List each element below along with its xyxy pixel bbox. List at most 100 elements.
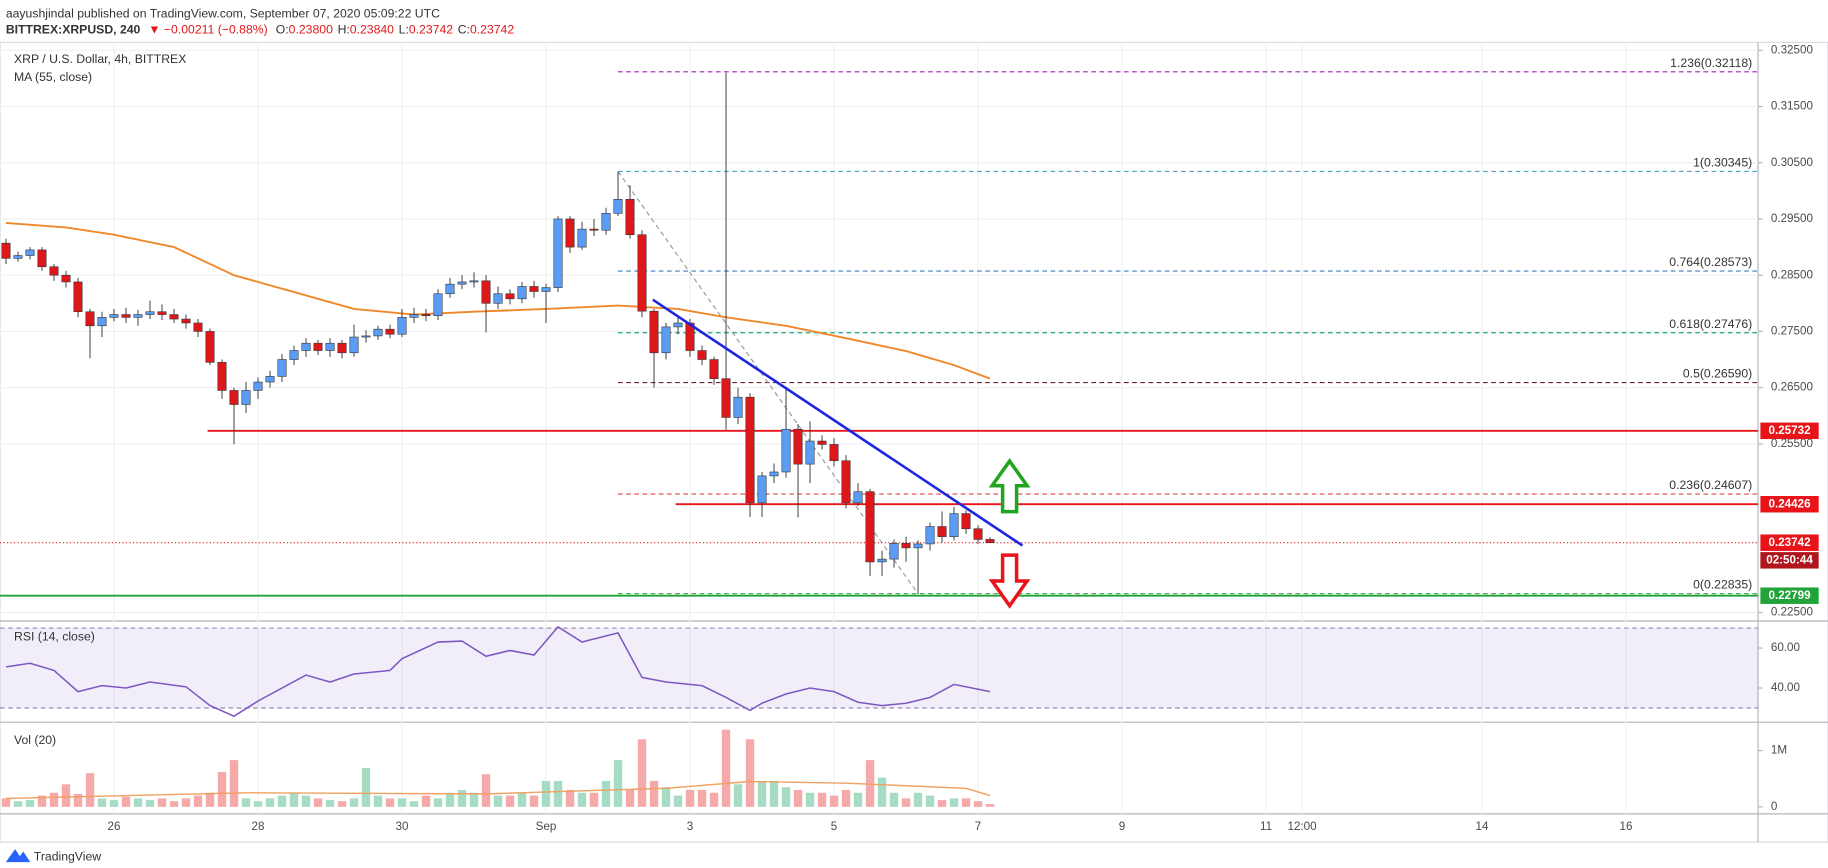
- level-label: 0.25732: [1768, 424, 1811, 437]
- candle-body: [445, 283, 455, 295]
- volume-bar: [601, 780, 611, 807]
- candle-body: [205, 331, 215, 363]
- brand: TradingView: [34, 850, 101, 864]
- rsi-band: [0, 628, 1759, 709]
- volume-ma: [5, 780, 991, 800]
- last-price-label: 0.23742: [1768, 536, 1811, 549]
- candle-body: [565, 218, 575, 248]
- candle-body: [469, 280, 479, 283]
- candle-body: [949, 513, 959, 537]
- volume-bar: [349, 798, 359, 807]
- volume-bar: [841, 789, 851, 807]
- candle-body: [337, 342, 347, 354]
- volume-bar: [973, 801, 983, 807]
- volume-bar: [61, 784, 71, 807]
- volume-bar: [421, 795, 431, 807]
- level-box: [1760, 496, 1819, 513]
- y-tick-label: 0: [1771, 800, 1778, 813]
- ohlc-label: L:: [399, 23, 409, 37]
- rsi-line: [5, 625, 991, 718]
- ohlc-value: 0.23800: [289, 23, 333, 37]
- symbol: BITTREX:XRPUSD, 240: [6, 23, 141, 37]
- publisher: aayushjindal published on TradingView.co…: [6, 6, 440, 20]
- level-label: 0.22799: [1768, 589, 1811, 602]
- volume-bar: [925, 795, 935, 807]
- volume-bar: [541, 780, 551, 807]
- volume-bar: [277, 795, 287, 807]
- labels: XRP / U.S. Dollar, 4h, BITTREX MA (55, cl…: [14, 43, 1819, 833]
- volume-bar: [709, 792, 719, 807]
- candle-body: [529, 286, 539, 292]
- candle-body: [229, 390, 239, 405]
- volume-bar: [817, 792, 827, 807]
- candle-body: [37, 249, 47, 268]
- volume-bar: [313, 798, 323, 807]
- y-tick-label: 40.00: [1771, 681, 1801, 694]
- change: ▼ −0.00211 (−0.88%): [148, 23, 267, 37]
- volume-bar: [877, 777, 887, 807]
- x-tick-label: 7: [975, 820, 981, 833]
- volume-bar: [577, 792, 587, 807]
- volume-bar: [109, 800, 119, 807]
- volume-bar: [565, 789, 575, 807]
- volume-bar: [805, 792, 815, 807]
- volume-bar: [937, 800, 947, 807]
- candle-body: [937, 526, 947, 537]
- volume-bar: [457, 789, 467, 807]
- volume-bar: [745, 739, 755, 807]
- volume-bar: [385, 798, 395, 807]
- volume-bar: [265, 798, 275, 807]
- candle-body: [97, 317, 107, 327]
- candle-body: [373, 328, 383, 337]
- volume-bar: [253, 801, 263, 807]
- volume-bar: [853, 792, 863, 807]
- candle-body: [517, 286, 527, 300]
- candle-body: [397, 317, 407, 335]
- volume-bar: [505, 795, 515, 807]
- candle-body: [781, 428, 791, 473]
- candle-body: [589, 228, 599, 231]
- volume-bar: [397, 798, 407, 807]
- rsi-title: RSI (14, close): [14, 630, 95, 644]
- fib-label: 0.764(0.28573): [1669, 255, 1752, 269]
- candle-body: [253, 381, 263, 391]
- candle-body: [217, 362, 227, 391]
- countdown: 02:50:44: [1766, 553, 1813, 566]
- candle-body: [757, 475, 767, 504]
- x-tick-label: 11: [1260, 820, 1272, 833]
- volume-bar: [613, 760, 623, 807]
- candle-body: [793, 428, 803, 465]
- candle-body: [721, 378, 731, 418]
- candle-body: [481, 280, 491, 304]
- ohlc-label: O:: [276, 23, 289, 37]
- x-tick-label: 3: [687, 820, 693, 833]
- candle-body: [661, 326, 671, 354]
- y-tick-label: 0.27500: [1771, 324, 1814, 337]
- volume-bar: [961, 798, 971, 807]
- y-tick-label: 0.22500: [1771, 606, 1814, 619]
- x-tick-label: 5: [831, 820, 838, 833]
- candle-body: [913, 543, 923, 549]
- ohlc-value: 0.23742: [470, 23, 514, 37]
- ohlc-label: H:: [338, 23, 350, 37]
- volume-bar: [649, 780, 659, 807]
- volume-bar: [889, 792, 899, 807]
- up-arrow: [988, 458, 1031, 514]
- volume-bar: [157, 798, 167, 807]
- y-tick-label: 0.29500: [1771, 212, 1814, 225]
- level-box: [1760, 422, 1819, 440]
- volume-bar: [361, 768, 371, 807]
- volume-bar: [97, 798, 107, 807]
- candle-body: [277, 359, 287, 377]
- y-tick-label: 1M: [1771, 744, 1787, 757]
- y-tick-label: 0.32500: [1771, 43, 1814, 56]
- volume-bar: [865, 760, 875, 807]
- candle-body: [769, 471, 779, 477]
- volume-bar: [1, 798, 11, 807]
- y-tick-label: 0.30500: [1771, 156, 1814, 169]
- volume-bar: [829, 795, 839, 807]
- volume-bar: [625, 789, 635, 807]
- candle-body: [709, 359, 719, 379]
